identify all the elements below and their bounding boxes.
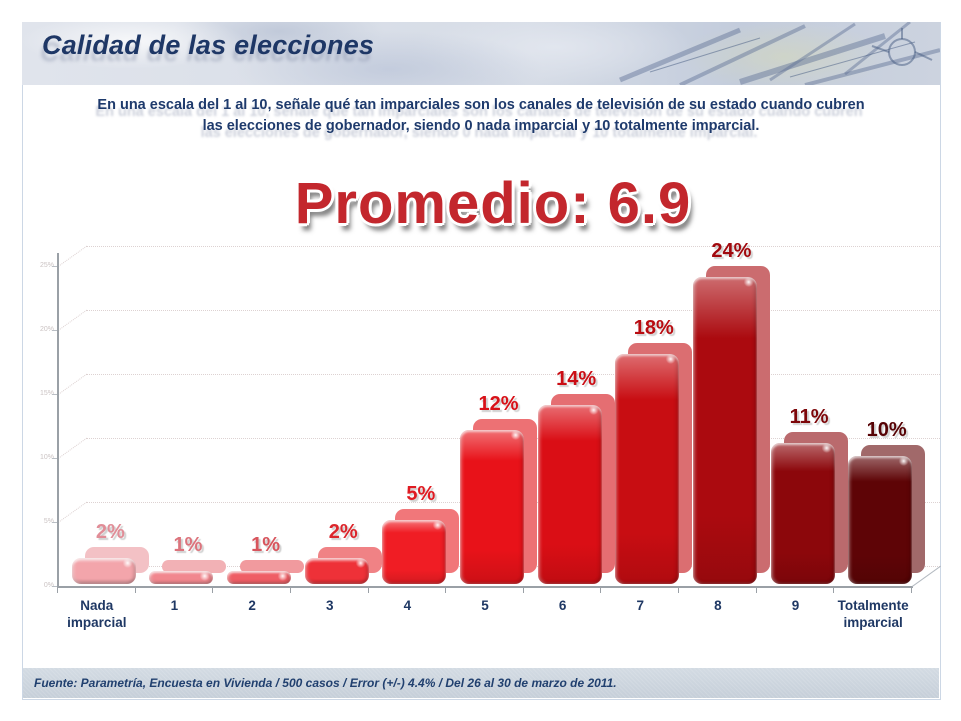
x-axis-label: Nada imparcial bbox=[67, 598, 127, 630]
x-tick bbox=[833, 588, 835, 593]
bar-value-label: 24% bbox=[711, 239, 752, 262]
bar-3d-top bbox=[162, 560, 227, 573]
bar bbox=[304, 558, 369, 584]
x-tick bbox=[522, 588, 524, 593]
y-tick-label: 15% bbox=[39, 390, 54, 397]
x-tick bbox=[755, 588, 757, 593]
x-tick bbox=[600, 588, 602, 593]
bar bbox=[770, 443, 835, 584]
x-axis-label: 5 bbox=[481, 598, 489, 613]
bar-value-label: 2% bbox=[95, 521, 125, 544]
x-axis-label: 2 bbox=[248, 598, 256, 613]
x-axis-label: Totalmente imparcial bbox=[837, 598, 909, 630]
gridline bbox=[86, 374, 940, 375]
bar bbox=[71, 558, 136, 584]
y-axis bbox=[57, 253, 59, 588]
survey-question-line1: En una escala del 1 al 10, señale qué ta… bbox=[97, 97, 865, 113]
source-footer: Fuente: Parametría, Encuesta en Vivienda… bbox=[23, 668, 939, 698]
bar-value-label: 18% bbox=[633, 316, 674, 339]
bar-value-label: 1% bbox=[173, 534, 203, 557]
survey-question-line2: las elecciones de gobernador, siendo 0 n… bbox=[202, 118, 760, 134]
bar-3d-top bbox=[240, 560, 305, 573]
y-tick bbox=[52, 330, 58, 331]
bar-value-label: 2% bbox=[328, 521, 358, 544]
y-tick-label: 20% bbox=[39, 326, 54, 333]
y-tick bbox=[52, 522, 58, 523]
x-tick bbox=[212, 588, 214, 593]
x-axis-label: 1 bbox=[170, 598, 179, 613]
x-tick bbox=[289, 588, 291, 593]
bar bbox=[848, 456, 913, 584]
x-axis bbox=[57, 586, 913, 588]
gridline-depth-connector bbox=[58, 437, 88, 459]
gridline-depth-connector bbox=[58, 373, 88, 395]
x-axis-label: 7 bbox=[636, 598, 645, 613]
y-tick bbox=[52, 458, 58, 459]
y-tick bbox=[52, 586, 58, 587]
header-banner: Calidad de las elecciones bbox=[22, 22, 940, 85]
bar-value-label: 11% bbox=[789, 406, 829, 429]
x-axis-label: 4 bbox=[403, 598, 412, 613]
x-axis-label: 9 bbox=[791, 598, 800, 613]
bar-value-label: 10% bbox=[866, 419, 907, 441]
x-axis-label: 6 bbox=[558, 598, 567, 613]
gridline-depth-connector bbox=[58, 245, 88, 267]
survey-question: En una escala del 1 al 10, señale qué ta… bbox=[65, 95, 897, 137]
y-tick bbox=[52, 266, 58, 267]
bar bbox=[537, 404, 602, 584]
gridline bbox=[86, 246, 940, 247]
x-axis-label: 8 bbox=[714, 598, 722, 613]
x-axis-label: 3 bbox=[325, 598, 334, 613]
y-tick-label: 0% bbox=[43, 582, 54, 589]
bar bbox=[615, 353, 680, 584]
y-tick-label: 25% bbox=[39, 262, 54, 269]
x-tick bbox=[911, 588, 912, 593]
x-tick bbox=[445, 588, 447, 593]
bar-value-label: 14% bbox=[556, 367, 597, 390]
page-title: Calidad de las elecciones bbox=[42, 30, 375, 60]
x-tick bbox=[367, 588, 369, 593]
x-tick bbox=[134, 588, 136, 593]
banner-art bbox=[619, 22, 940, 85]
bar bbox=[149, 571, 214, 584]
y-tick bbox=[52, 394, 58, 395]
bar bbox=[382, 520, 447, 584]
gridline-depth-connector bbox=[58, 501, 88, 523]
bar bbox=[227, 571, 292, 584]
y-tick-label: 10% bbox=[39, 454, 54, 461]
bar-value-label: 5% bbox=[406, 483, 436, 505]
bar bbox=[692, 276, 757, 584]
bar bbox=[460, 430, 524, 584]
source-text: Fuente: Parametría, Encuesta en Vivienda… bbox=[34, 676, 617, 690]
gridline bbox=[86, 310, 940, 311]
y-tick-label: 5% bbox=[43, 518, 54, 525]
x-tick bbox=[57, 588, 58, 593]
bar-value-label: 12% bbox=[478, 393, 519, 416]
x-tick bbox=[678, 588, 680, 593]
gridline-depth-connector bbox=[58, 309, 88, 331]
average-label: Promedio: 6.9 bbox=[294, 171, 692, 236]
bar-value-label: 1% bbox=[251, 534, 281, 557]
